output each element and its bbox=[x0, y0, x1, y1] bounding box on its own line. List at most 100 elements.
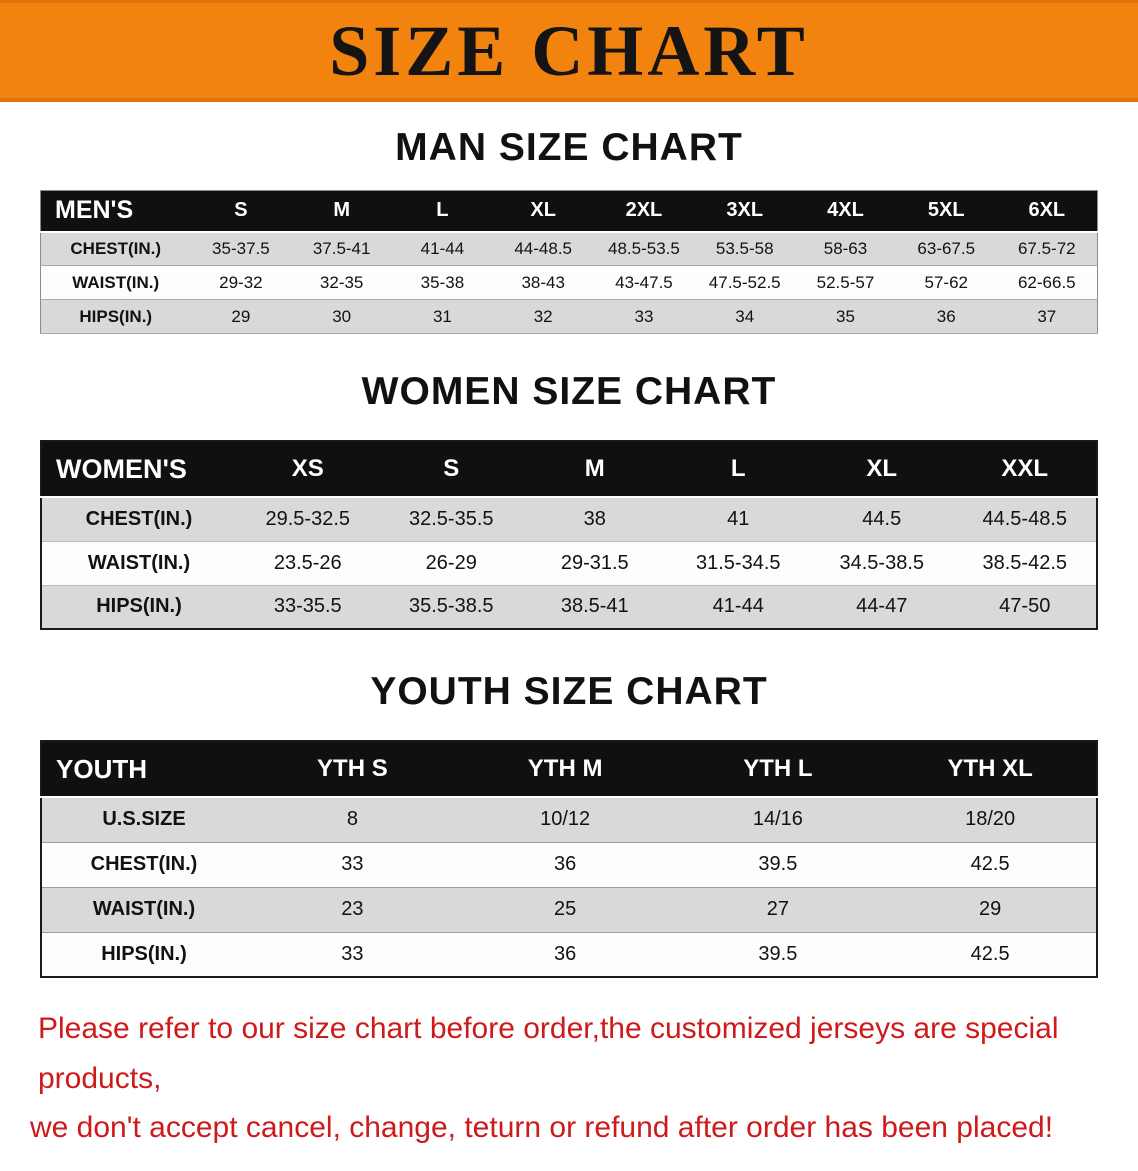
size-value: 33 bbox=[593, 299, 695, 334]
group-label-header: YOUTH bbox=[56, 753, 147, 784]
charts-container: MAN SIZE CHART MEN'S S M L XL 2XL 3XL 4XL 5XL 6XL C… bbox=[0, 126, 1138, 978]
size-value: 39.5 bbox=[671, 932, 885, 978]
size-value: 38.5-42.5 bbox=[953, 541, 1097, 586]
size-value: 30 bbox=[291, 299, 393, 334]
size-value: 58-63 bbox=[795, 231, 896, 266]
size-value: 41-44 bbox=[666, 585, 810, 630]
size-value: 44-47 bbox=[810, 585, 954, 630]
size-column-header: M bbox=[584, 455, 605, 482]
size-value: 29 bbox=[190, 299, 292, 334]
size-value: 39.5 bbox=[671, 842, 885, 888]
measurement-row-label: U.S.SIZE bbox=[41, 797, 246, 843]
size-value: 57-62 bbox=[895, 265, 997, 300]
measurement-row-label: WAIST(IN.) bbox=[40, 265, 191, 300]
youth-size-chart-section: YOUTH SIZE CHART YOUTH YTH S YTH M YTH L YTH … bbox=[0, 670, 1138, 978]
size-column-header: XL bbox=[530, 199, 556, 222]
size-value: 38 bbox=[523, 497, 667, 542]
size-column-header: XXL bbox=[1001, 455, 1049, 482]
size-value: 14/16 bbox=[671, 797, 885, 843]
size-column-header: 5XL bbox=[927, 199, 965, 222]
page-title: SIZE CHART bbox=[329, 10, 809, 91]
size-value: 32 bbox=[492, 299, 594, 334]
size-column-header: S bbox=[234, 199, 248, 222]
size-column-header: 4XL bbox=[827, 199, 864, 222]
size-value: 35.5-38.5 bbox=[379, 585, 523, 630]
size-value: 32.5-35.5 bbox=[379, 497, 523, 542]
size-value: 47-50 bbox=[953, 585, 1097, 630]
disclaimer-line-2: we don't accept cancel, change, teturn o… bbox=[30, 1111, 1054, 1144]
size-column-header: YTH M bbox=[527, 755, 603, 782]
size-value: 44.5-48.5 bbox=[953, 497, 1097, 542]
size-value: 41-44 bbox=[392, 231, 493, 266]
size-value: 62-66.5 bbox=[996, 265, 1098, 300]
size-value: 27 bbox=[671, 887, 885, 933]
size-value: 32-35 bbox=[291, 265, 393, 300]
size-value: 33 bbox=[246, 842, 459, 888]
size-value: 29.5-32.5 bbox=[236, 497, 380, 542]
size-value: 33 bbox=[246, 932, 459, 978]
size-value: 36 bbox=[895, 299, 997, 334]
size-value: 38-43 bbox=[492, 265, 594, 300]
size-value: 42.5 bbox=[884, 842, 1097, 888]
size-value: 10/12 bbox=[458, 797, 672, 843]
size-column-header: S bbox=[443, 455, 460, 482]
table-row: WAIST(IN.) 23 25 27 29 bbox=[41, 887, 1097, 933]
size-value: 37 bbox=[996, 299, 1098, 334]
size-value: 33-35.5 bbox=[236, 585, 380, 630]
size-value: 41 bbox=[666, 497, 810, 542]
women-size-chart-section: WOMEN SIZE CHART WOMEN'S XS S M L XL XXL CHEST(I… bbox=[0, 370, 1138, 630]
size-column-header: YTH S bbox=[317, 755, 388, 782]
size-value: 34 bbox=[694, 299, 796, 334]
size-column-header: YTH L bbox=[743, 755, 813, 782]
size-value: 53.5-58 bbox=[694, 231, 796, 266]
size-value: 44.5 bbox=[810, 497, 954, 542]
size-value: 35-38 bbox=[392, 265, 493, 300]
disclaimer-line-1: Please refer to our size chart before or… bbox=[38, 1012, 1059, 1095]
size-value: 23.5-26 bbox=[236, 541, 380, 586]
size-value: 29 bbox=[884, 887, 1097, 933]
measurement-row-label: CHEST(IN.) bbox=[40, 231, 191, 266]
size-value: 48.5-53.5 bbox=[593, 231, 695, 266]
banner: SIZE CHART bbox=[0, 0, 1138, 102]
size-value: 29-32 bbox=[190, 265, 292, 300]
table-header-row: MEN'S S M L XL 2XL 3XL 4XL 5XL 6XL bbox=[40, 190, 1098, 232]
men-size-chart-section: MAN SIZE CHART MEN'S S M L XL 2XL 3XL 4XL 5XL 6XL C… bbox=[0, 126, 1138, 334]
size-value: 63-67.5 bbox=[895, 231, 997, 266]
size-column-header: 3XL bbox=[726, 199, 764, 222]
measurement-row-label: CHEST(IN.) bbox=[41, 497, 236, 542]
size-column-header: YTH XL bbox=[947, 755, 1033, 782]
size-value: 35-37.5 bbox=[190, 231, 292, 266]
table-row: CHEST(IN.) 33 36 39.5 42.5 bbox=[41, 842, 1097, 888]
group-label-header: MEN'S bbox=[55, 196, 134, 225]
size-value: 52.5-57 bbox=[795, 265, 896, 300]
size-column-header: 6XL bbox=[1028, 199, 1066, 222]
size-value: 47.5-52.5 bbox=[694, 265, 796, 300]
table-row: HIPS(IN.) 29 30 31 32 33 34 35 36 37 bbox=[40, 299, 1098, 334]
measurement-row-label: WAIST(IN.) bbox=[41, 887, 246, 933]
disclaimer: Please refer to our size chart before or… bbox=[30, 1004, 1114, 1153]
table-row: CHEST(IN.) 29.5-32.5 32.5-35.5 38 41 44.5 44.5… bbox=[41, 497, 1097, 542]
size-value: 18/20 bbox=[884, 797, 1097, 843]
table-row: HIPS(IN.) 33 36 39.5 42.5 bbox=[41, 932, 1097, 978]
measurement-row-label: HIPS(IN.) bbox=[40, 299, 191, 334]
size-value: 44-48.5 bbox=[492, 231, 594, 266]
size-value: 8 bbox=[246, 797, 459, 843]
table-row: WAIST(IN.) 23.5-26 26-29 29-31.5 31.5-34.5 34… bbox=[41, 541, 1097, 586]
size-column-header: XS bbox=[291, 455, 324, 482]
group-label-header: WOMEN'S bbox=[56, 453, 187, 484]
size-value: 43-47.5 bbox=[593, 265, 695, 300]
measurement-row-label: HIPS(IN.) bbox=[41, 932, 246, 978]
size-column-header: 2XL bbox=[625, 199, 663, 222]
size-column-header: M bbox=[333, 199, 350, 222]
size-value: 35 bbox=[795, 299, 896, 334]
size-value: 31 bbox=[392, 299, 493, 334]
size-value: 36 bbox=[458, 842, 672, 888]
table-row: HIPS(IN.) 33-35.5 35.5-38.5 38.5-41 41-44 44-… bbox=[41, 585, 1097, 630]
table-row: WAIST(IN.) 29-32 32-35 35-38 38-43 43-47.5 47.… bbox=[40, 265, 1098, 300]
youth-size-table: YOUTH YTH S YTH M YTH L YTH XL U.S.SIZE 8 10/12… bbox=[40, 740, 1098, 978]
size-value: 42.5 bbox=[884, 932, 1097, 978]
women-size-table: WOMEN'S XS S M L XL XXL CHEST(IN.) 29.5-32.5 32.5… bbox=[40, 440, 1098, 630]
size-column-header: L bbox=[730, 455, 746, 482]
table-row: CHEST(IN.) 35-37.5 37.5-41 41-44 44-48.5 48.5… bbox=[40, 231, 1098, 266]
